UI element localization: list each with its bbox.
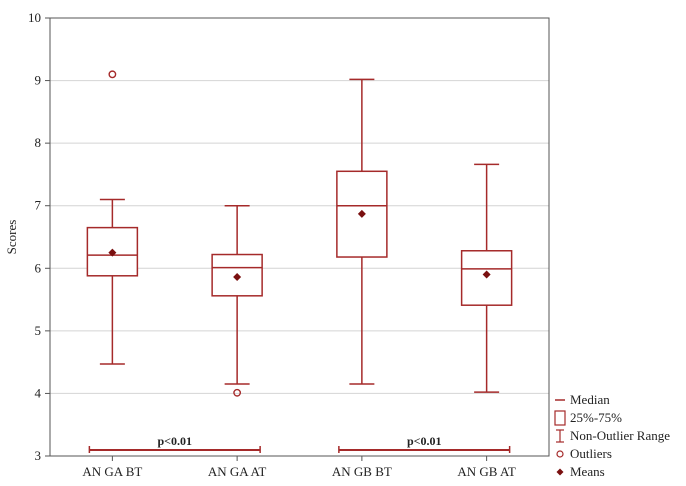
plot-frame <box>49 17 550 457</box>
box-group <box>211 204 263 397</box>
legend: Median 25%-75% Non-Outlier Range Outliers Me… <box>554 392 670 479</box>
outlier-point <box>233 388 242 397</box>
legend-outlier-symbol <box>556 450 564 458</box>
y-tick-label: 5 <box>35 323 42 338</box>
y-axis-title: Scores <box>4 220 19 255</box>
significance-brackets: p<0.01 p<0.01 <box>88 434 511 453</box>
box-group <box>460 163 513 393</box>
legend-item: Median <box>555 392 610 407</box>
legend-label: Median <box>570 392 610 407</box>
y-tick-label: 9 <box>35 73 42 88</box>
y-tick-label: 3 <box>35 448 42 463</box>
legend-item: Non-Outlier Range <box>556 428 670 443</box>
axes: 3 4 5 6 7 8 9 10 AN GA BT AN GA AT AN GB BT AN GB A… <box>28 10 550 479</box>
legend-item: Means <box>556 464 605 479</box>
significance-bracket: p<0.01 <box>88 434 261 453</box>
box-group <box>86 70 139 365</box>
x-tick-label: AN GA AT <box>208 464 267 479</box>
legend-box-symbol <box>554 410 566 426</box>
outlier-point <box>108 70 117 79</box>
legend-item: Outliers <box>556 446 612 461</box>
legend-label: Means <box>570 464 605 479</box>
significance-bracket: p<0.01 <box>338 434 511 453</box>
mean-marker <box>233 273 242 282</box>
box-series <box>86 70 513 397</box>
significance-label: p<0.01 <box>157 434 192 448</box>
mean-marker <box>108 248 117 257</box>
mean-marker <box>357 209 366 218</box>
significance-label: p<0.01 <box>407 434 442 448</box>
y-tick-label: 8 <box>35 135 42 150</box>
x-tick-label: AN GA BT <box>82 464 142 479</box>
mean-marker <box>482 270 491 279</box>
legend-label: Outliers <box>570 446 612 461</box>
y-tick-label: 6 <box>35 260 42 275</box>
legend-label: Non-Outlier Range <box>570 428 670 443</box>
x-tick-label: AN GB AT <box>457 464 516 479</box>
y-tick-label: 4 <box>35 385 42 400</box>
legend-mean-symbol <box>556 468 564 476</box>
box-group <box>336 78 388 385</box>
y-tick-label: 10 <box>28 10 41 25</box>
legend-label: 25%-75% <box>570 410 622 425</box>
legend-item: 25%-75% <box>554 410 622 426</box>
x-tick-label: AN GB BT <box>332 464 392 479</box>
y-tick-label: 7 <box>35 198 42 213</box>
